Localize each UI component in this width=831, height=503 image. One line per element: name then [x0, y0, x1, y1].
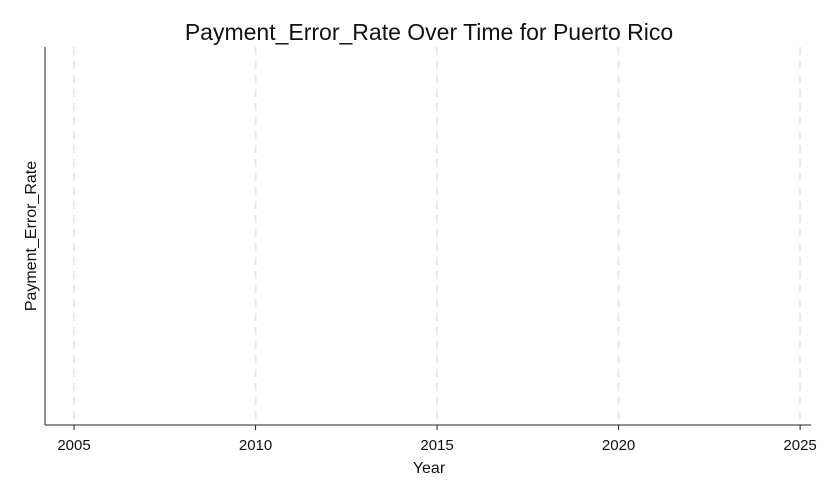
chart-title: Payment_Error_Rate Over Time for Puerto … — [185, 19, 673, 45]
x-axis-title: Year — [413, 460, 446, 477]
vertical-gridlines — [73, 47, 802, 425]
x-tick-label: 2020 — [602, 437, 635, 454]
x-tick-label: 2025 — [783, 437, 816, 454]
x-axis-ticks: 2005 2010 2015 2020 2025 — [57, 425, 817, 454]
x-tick-label: 2005 — [57, 437, 90, 454]
y-axis-title: Payment_Error_Rate — [23, 161, 40, 311]
x-tick-label: 2010 — [239, 437, 272, 454]
x-tick-label: 2015 — [420, 437, 453, 454]
